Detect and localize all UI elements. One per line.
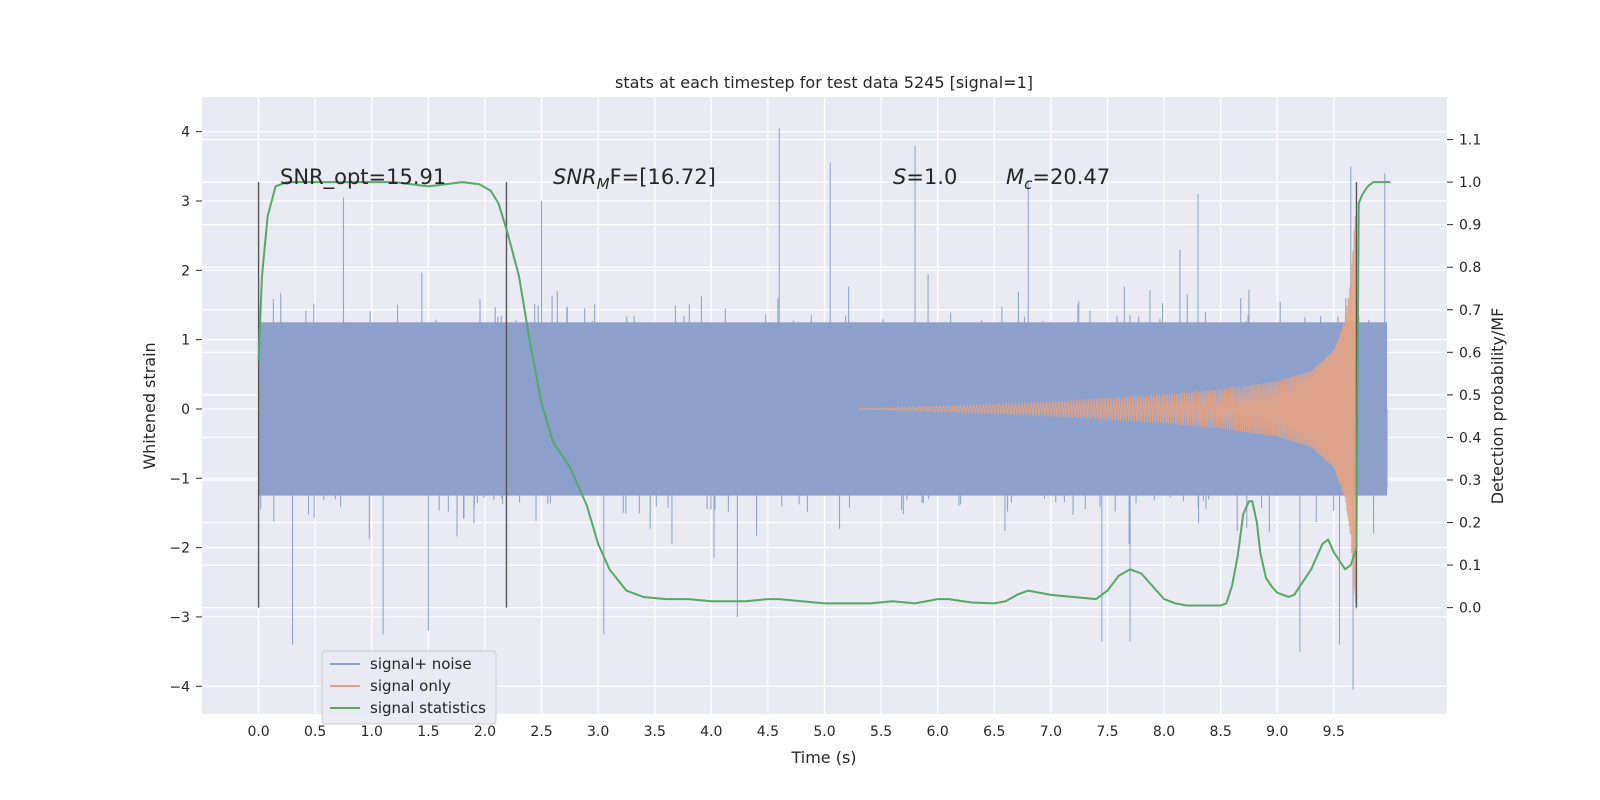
y-tick-label: −2 [169, 541, 190, 557]
series-signal-statistics [257, 181, 1391, 607]
x-tick-label: 0.5 [304, 724, 326, 740]
y-tick-label: −1 [169, 471, 190, 487]
y-tick-label: 0 [181, 402, 190, 418]
snr-mf-sub: M [597, 175, 610, 193]
y-tick-label: 2 [181, 263, 190, 279]
x-tick-label: 8.0 [1153, 724, 1175, 740]
signal-only-trace [858, 216, 1357, 610]
annotation-snr-mf: SNRMF=[16.72] [553, 165, 716, 193]
mc-sub: c [1024, 175, 1033, 193]
right-y-tick-label: 1.0 [1459, 175, 1481, 191]
right-y-tick-label: 0.1 [1459, 558, 1481, 574]
x-tick-label: 9.5 [1323, 724, 1345, 740]
legend-label-signal-statistics: signal statistics [370, 699, 486, 717]
x-tick-label: 3.5 [644, 724, 666, 740]
y-tick-label: 4 [181, 125, 190, 141]
right-y-axis-label: Detection probability/MF [1488, 308, 1507, 505]
annotation-mc: Mc=20.47 [1006, 165, 1110, 193]
right-y-tick-label: 1.1 [1459, 133, 1481, 149]
series-signal-only [858, 216, 1357, 610]
right-y-tick-label: 0.6 [1459, 345, 1481, 361]
legend-label-signal-only: signal only [370, 677, 451, 695]
right-y-tick-label: 0.2 [1459, 516, 1481, 532]
y-tick-label: 1 [181, 333, 190, 349]
annotations: SNR_opt=15.91 SNRMF=[16.72] S=1.0 Mc=20.… [280, 165, 1110, 193]
right-y-tick-label: 0.3 [1459, 473, 1481, 489]
x-tick-label: 2.0 [474, 724, 496, 740]
x-tick-label: 1.5 [417, 724, 439, 740]
x-tick-label: 5.0 [813, 724, 835, 740]
snr-mf-main: SNR [553, 165, 597, 189]
annotation-s: S=1.0 [893, 165, 957, 189]
right-y-tick-label: 0.7 [1459, 303, 1481, 319]
x-tick-label: 6.5 [983, 724, 1005, 740]
annotation-snr-opt: SNR_opt=15.91 [280, 165, 446, 190]
x-tick-label: 7.0 [1040, 724, 1062, 740]
s-tail: =1.0 [906, 165, 957, 189]
right-y-tick-label: 0.4 [1459, 430, 1481, 446]
x-axis-ticks: 0.0 0.5 1.0 1.5 2.0 2.5 3.0 3.5 4.0 4.5 5.0 5.5 6.0 6… [247, 724, 1344, 740]
legend-box [321, 650, 497, 725]
x-tick-label: 9.0 [1266, 724, 1288, 740]
right-y-axis-ticks: 0.0 0.1 0.2 0.3 0.4 0.5 0.6 0.7 0.8 0.9 1.0 1.1 [1447, 133, 1481, 617]
snr-mf-tail: F=[16.72] [610, 165, 716, 189]
x-tick-label: 5.5 [870, 724, 892, 740]
right-y-tick-label: 0.5 [1459, 388, 1481, 404]
mc-main: M [1006, 165, 1024, 189]
series-signal-plus-noise [258, 128, 1388, 690]
right-y-tick-label: 0.9 [1459, 218, 1481, 234]
x-tick-label: 3.0 [587, 724, 609, 740]
x-tick-label: 8.5 [1210, 724, 1232, 740]
x-tick-label: 2.5 [530, 724, 552, 740]
s-main: S [893, 165, 906, 189]
x-axis-label: Time (s) [790, 748, 856, 767]
mc-tail: =20.47 [1032, 165, 1110, 189]
x-tick-label: 6.0 [927, 724, 949, 740]
y-axis-ticks: −4 −3 −2 −1 0 1 2 3 4 [169, 125, 202, 695]
x-tick-label: 7.5 [1096, 724, 1118, 740]
legend: signal+ noise signal only signal statist… [321, 650, 497, 725]
chart-title: stats at each timestep for test data 524… [615, 73, 1033, 92]
x-tick-label: 4.5 [757, 724, 779, 740]
right-y-tick-label: 0.0 [1459, 601, 1481, 617]
x-tick-label: 1.0 [361, 724, 383, 740]
right-y-tick-label: 0.8 [1459, 260, 1481, 276]
y-tick-label: −4 [169, 679, 190, 695]
y-tick-label: −3 [169, 610, 190, 626]
y-axis-label: Whitened strain [140, 342, 159, 469]
legend-label-signal-plus-noise: signal+ noise [370, 655, 472, 673]
signal-statistics-line [257, 181, 1391, 607]
x-tick-label: 0.0 [247, 724, 269, 740]
y-tick-label: 3 [181, 194, 190, 210]
x-tick-label: 4.0 [700, 724, 722, 740]
